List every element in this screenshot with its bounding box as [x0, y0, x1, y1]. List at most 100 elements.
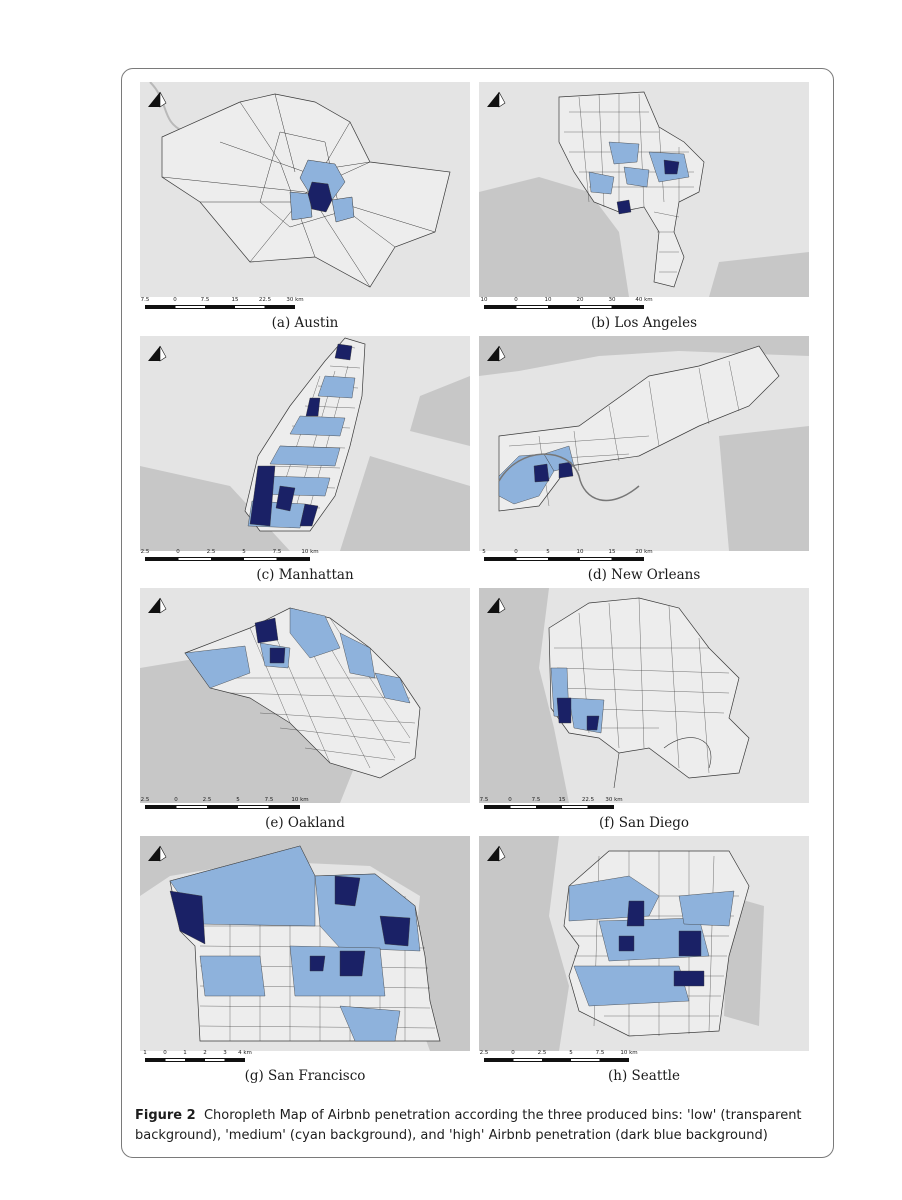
scale-label: 2.5	[202, 797, 212, 803]
scale-label: 2.5	[140, 797, 150, 803]
scale-label: 1	[143, 1050, 147, 1056]
north-arrow-icon	[148, 345, 167, 362]
scale-label: 10	[576, 549, 584, 555]
scale-label: 10 km	[291, 797, 309, 803]
scale-label: 5	[482, 549, 486, 555]
scale-label: 10	[480, 297, 488, 303]
north-arrow-icon	[487, 597, 506, 614]
scale-label: 0	[514, 297, 518, 303]
scale-label: 0	[508, 797, 512, 803]
scale-bar-manhattan: 2.5 0 2.5 5 7.5 10 km	[141, 549, 319, 565]
scale-label: 7.5	[531, 797, 541, 803]
scale-label: 2.5	[479, 1050, 489, 1056]
water-area	[479, 836, 569, 1051]
scale-label: 5	[569, 1050, 573, 1056]
figure-caption-text: Choropleth Map of Airbnb penetration acc…	[135, 1108, 802, 1143]
scale-label: 22.5	[581, 797, 595, 803]
scale-label: 10 km	[620, 1050, 638, 1056]
caption-manhattan: (c) Manhattan	[256, 567, 354, 583]
scale-label: 0	[173, 297, 177, 303]
high-penetration-tracts	[254, 617, 286, 664]
scale-label: 22.5	[258, 297, 272, 303]
scale-label: 40 km	[635, 297, 653, 303]
north-arrow-icon	[148, 845, 167, 862]
scale-label: 20 km	[635, 549, 653, 555]
scale-bar-seattle: 2.5 0 2.5 5 7.5 10 km	[480, 1050, 638, 1066]
north-arrow-icon	[148, 597, 167, 614]
caption-austin: (a) Austin	[271, 315, 339, 331]
scale-label: 15	[231, 297, 239, 303]
figure-label: Figure 2	[135, 1108, 196, 1123]
north-arrow-icon	[487, 845, 506, 862]
scale-label: 1	[183, 1050, 187, 1056]
water-area	[140, 466, 290, 551]
map-panel-seattle	[479, 836, 809, 1051]
scale-label: 15	[608, 549, 616, 555]
water-area	[479, 336, 809, 376]
city-boundary	[558, 91, 705, 288]
scale-label: 20	[576, 297, 584, 303]
scale-bar-oakland: 2.5 0 2.5 5 7.5 10 km	[141, 797, 309, 813]
scale-label: 4 km	[238, 1050, 252, 1056]
scale-bar-new-orleans: 5 0 5 10 15 20 km	[482, 549, 653, 565]
map-panel-manhattan	[140, 336, 470, 551]
map-panel-austin	[140, 82, 470, 297]
caption-seattle: (h) Seattle	[608, 1068, 680, 1084]
scale-label: 2	[203, 1050, 207, 1056]
map-panel-oakland	[140, 588, 470, 803]
scale-label: 5	[546, 549, 550, 555]
high-penetration-tracts	[618, 900, 705, 987]
medium-penetration-tracts	[568, 875, 735, 1007]
scale-label: 7.5	[200, 297, 210, 303]
caption-oakland: (e) Oakland	[265, 815, 345, 831]
scale-label: 0	[514, 549, 518, 555]
high-penetration-tracts	[249, 343, 353, 527]
scale-label: 2.5	[537, 1050, 547, 1056]
scale-label: 2.5	[206, 549, 216, 555]
scale-label: 7.5	[140, 297, 150, 303]
scale-label: 5	[236, 797, 240, 803]
scale-bar-los-angeles: 10 0 10 20 30 40 km	[480, 297, 653, 313]
scale-label: 7.5	[595, 1050, 605, 1056]
city-boundary	[498, 345, 780, 512]
caption-los-angeles: (b) Los Angeles	[590, 315, 698, 331]
map-panel-los-angeles	[479, 82, 809, 297]
caption-new-orleans: (d) New Orleans	[587, 567, 701, 583]
scale-label: 0	[176, 549, 180, 555]
caption-san-diego: (f) San Diego	[598, 815, 689, 831]
map-panel-new-orleans	[479, 336, 809, 551]
figure-caption: Figure 2 Choropleth Map of Airbnb penetr…	[135, 1106, 825, 1146]
scale-label: 10 km	[301, 549, 319, 555]
high-penetration-tracts	[616, 159, 680, 215]
scale-label: 7.5	[264, 797, 274, 803]
scale-label: 30	[608, 297, 616, 303]
caption-san-francisco: (g) San Francisco	[244, 1068, 366, 1084]
scale-label: 30 km	[605, 797, 623, 803]
north-arrow-icon	[487, 345, 506, 362]
water-area	[479, 177, 629, 297]
scale-bar-austin: 7.5 0 7.5 15 22.5 30 km	[141, 297, 304, 313]
scale-label: 0	[163, 1050, 167, 1056]
city-boundary	[161, 93, 451, 288]
scale-label: 10	[544, 297, 552, 303]
high-penetration-tracts	[533, 461, 574, 483]
scale-label: 30 km	[286, 297, 304, 303]
scale-label: 0	[511, 1050, 515, 1056]
map-panel-san-francisco	[140, 836, 470, 1051]
high-penetration-tracts	[169, 875, 411, 977]
scale-label: 15	[558, 797, 566, 803]
scale-label: 5	[242, 549, 246, 555]
city-boundary	[548, 597, 750, 779]
high-penetration-tracts	[556, 697, 600, 731]
high-penetration-tracts	[307, 181, 333, 213]
scale-bar-san-francisco: 1 0 1 2 3 4 km	[143, 1050, 252, 1066]
map-panel-san-diego	[479, 588, 809, 803]
north-arrow-icon	[148, 91, 167, 108]
scale-bar-san-diego: 7.5 0 7.5 15 22.5 30 km	[480, 797, 623, 813]
medium-penetration-tracts	[588, 141, 690, 195]
scale-label: 2.5	[140, 549, 150, 555]
scale-label: 7.5	[479, 797, 489, 803]
scale-label: 3	[223, 1050, 227, 1056]
north-arrow-icon	[487, 91, 506, 108]
medium-penetration-tracts	[184, 607, 411, 704]
